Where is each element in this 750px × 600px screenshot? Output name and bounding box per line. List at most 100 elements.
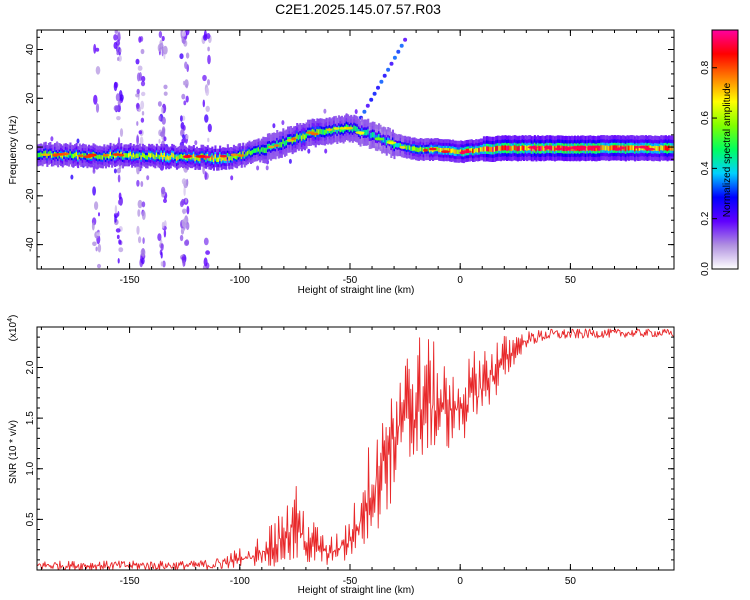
spectrogram-ridge-cell [154, 155, 157, 160]
spectrogram-ridge-cell [507, 145, 510, 151]
spectrogram-ridge-cell [199, 156, 202, 162]
spectrogram-ridge-cell [320, 129, 323, 135]
spectrogram-ridge-cell [603, 145, 606, 151]
spectrogram-ridge-cell [649, 145, 652, 151]
spectrogram-ridge-cell [486, 146, 489, 152]
snr-ytick-label: 1.0 [25, 461, 36, 475]
spectrogram-speck [94, 201, 99, 211]
spectrogram-ridge-cell [493, 146, 496, 152]
spectrogram-ridge-cell [371, 132, 374, 138]
colorbar-tick-label: 0.6 [700, 111, 711, 125]
spectrogram-ridge-cell [595, 146, 598, 152]
spectrogram-ridge-cell [506, 145, 509, 151]
spectrogram-ridge-cell [177, 155, 180, 160]
spectrogram-ridge-cell [50, 153, 53, 158]
spectrogram-ridge-cell [489, 146, 492, 152]
spectrogram-ridge-cell [282, 138, 285, 145]
spectrogram-hot-spot [571, 146, 581, 150]
spectrogram-ridge-cell [283, 141, 286, 147]
snr-ylabel: SNR (10 * v/v) [8, 420, 19, 484]
spectrogram-speck [203, 237, 209, 246]
spectrogram-speck [136, 88, 140, 95]
spectrogram-ridge-cell [108, 154, 111, 159]
spectrogram-speck [137, 199, 143, 209]
spectrogram-speck [181, 30, 186, 37]
spectrogram-ridge-cell [516, 146, 519, 152]
spectrogram-ridge-cell [418, 147, 421, 153]
spectrogram-ridge-cell [509, 145, 512, 151]
snr-panel: -150 -100 -50 0 50 0.5 1.0 1.5 2.0 Height of str… [7, 315, 675, 596]
spectrogram-hot-spot [388, 141, 394, 145]
spectrogram-ridge-cell [408, 145, 411, 150]
spectrogram-ridge-cell [162, 155, 165, 160]
spectrogram-speck [97, 263, 101, 269]
spectrogram-ridge-cell [538, 146, 541, 151]
spectrogram-speck [115, 228, 121, 233]
spectrogram-speck [288, 158, 292, 164]
spectrogram-speck [161, 116, 166, 125]
spectrogram-ridge-cell [398, 142, 401, 148]
snr-series-line [37, 328, 674, 570]
spectrogram-ridge-cell [495, 146, 498, 152]
spectrogram-ridge-cell [131, 154, 134, 159]
spectrogram-ridge-cell [38, 152, 41, 158]
spectrogram-ridge-cell [208, 156, 211, 161]
spectrogram-ridge-cell [624, 146, 627, 152]
spectrogram-speck [95, 47, 100, 52]
spectrogram-ridge-cell [262, 147, 265, 153]
spectrogram-ridge-cell [655, 145, 658, 151]
spectrogram-speck [141, 201, 146, 208]
spectrogram-ridge-cell [378, 133, 381, 140]
spectrogram-ridge-cell [114, 153, 117, 159]
spectrogram-ridge-cell [504, 145, 507, 151]
spectrogram-ridge-cell [637, 145, 640, 151]
spectrogram-ridge-cell [473, 148, 476, 154]
spectrogram-ridge-cell [155, 152, 158, 157]
spectrogram-speck [117, 258, 120, 264]
spectrogram-hot-spot [645, 147, 656, 151]
spectrogram-hot-spot [399, 146, 406, 149]
spectrogram-speck [207, 79, 210, 86]
spectrogram-speck [162, 260, 166, 268]
spectrogram-ridge-cell [449, 148, 452, 153]
spectrogram-speck [354, 109, 358, 115]
snr-frame [36, 326, 675, 571]
spectrogram-speck [256, 165, 260, 171]
spectrogram-speck [95, 246, 98, 252]
spectrogram-speck [113, 168, 117, 174]
spectrogram-ridge-cell [143, 153, 146, 159]
spectrogram-speck [135, 102, 140, 109]
spectrogram-ridge-cell [478, 148, 481, 153]
spectrogram-ridge-cell [470, 148, 473, 153]
spectrogram-speck [272, 123, 276, 129]
spectrogram-hot-spot [545, 146, 553, 150]
spectrogram-streak [403, 37, 408, 42]
spectrogram-speck [158, 138, 161, 144]
snr-xtick-label: 0 [457, 576, 463, 587]
spectrogram-speck [136, 179, 140, 187]
spectrogram-speck [158, 31, 163, 38]
spectrogram-ridge-cell [671, 145, 674, 151]
spectrogram-ridge-cell [319, 128, 322, 134]
spectrogram-ridge-cell [439, 147, 442, 153]
spectrogram-ridge-cell [242, 151, 245, 156]
snr-ytick-label: 0.5 [25, 512, 36, 526]
spectrogram-ridge-cell [541, 145, 544, 151]
spectrogram-speck [135, 58, 140, 65]
spectrogram-speck [158, 115, 162, 121]
snr-scale-base: (x10 [8, 321, 19, 341]
spectrogram-speck [194, 140, 198, 146]
spectrogram-ridge-cell [404, 144, 407, 149]
spectrogram-ridge-cell [351, 127, 354, 133]
spectrogram-hot-spot [616, 147, 622, 151]
spectrogram-hot-spot [112, 153, 121, 156]
spectrogram-ridge-cell [584, 146, 587, 152]
spectrogram-ridge-cell [668, 145, 671, 151]
spectrogram-ridge-cell [407, 145, 410, 150]
spectrogram-speck [139, 136, 144, 146]
spectrogram-speck [114, 215, 117, 223]
spectrogram-hot-spot [195, 155, 206, 158]
spectrogram-hot-spot [102, 153, 110, 157]
spectrogram-ridge-cell [245, 152, 248, 157]
spectrogram-speck [207, 123, 212, 133]
